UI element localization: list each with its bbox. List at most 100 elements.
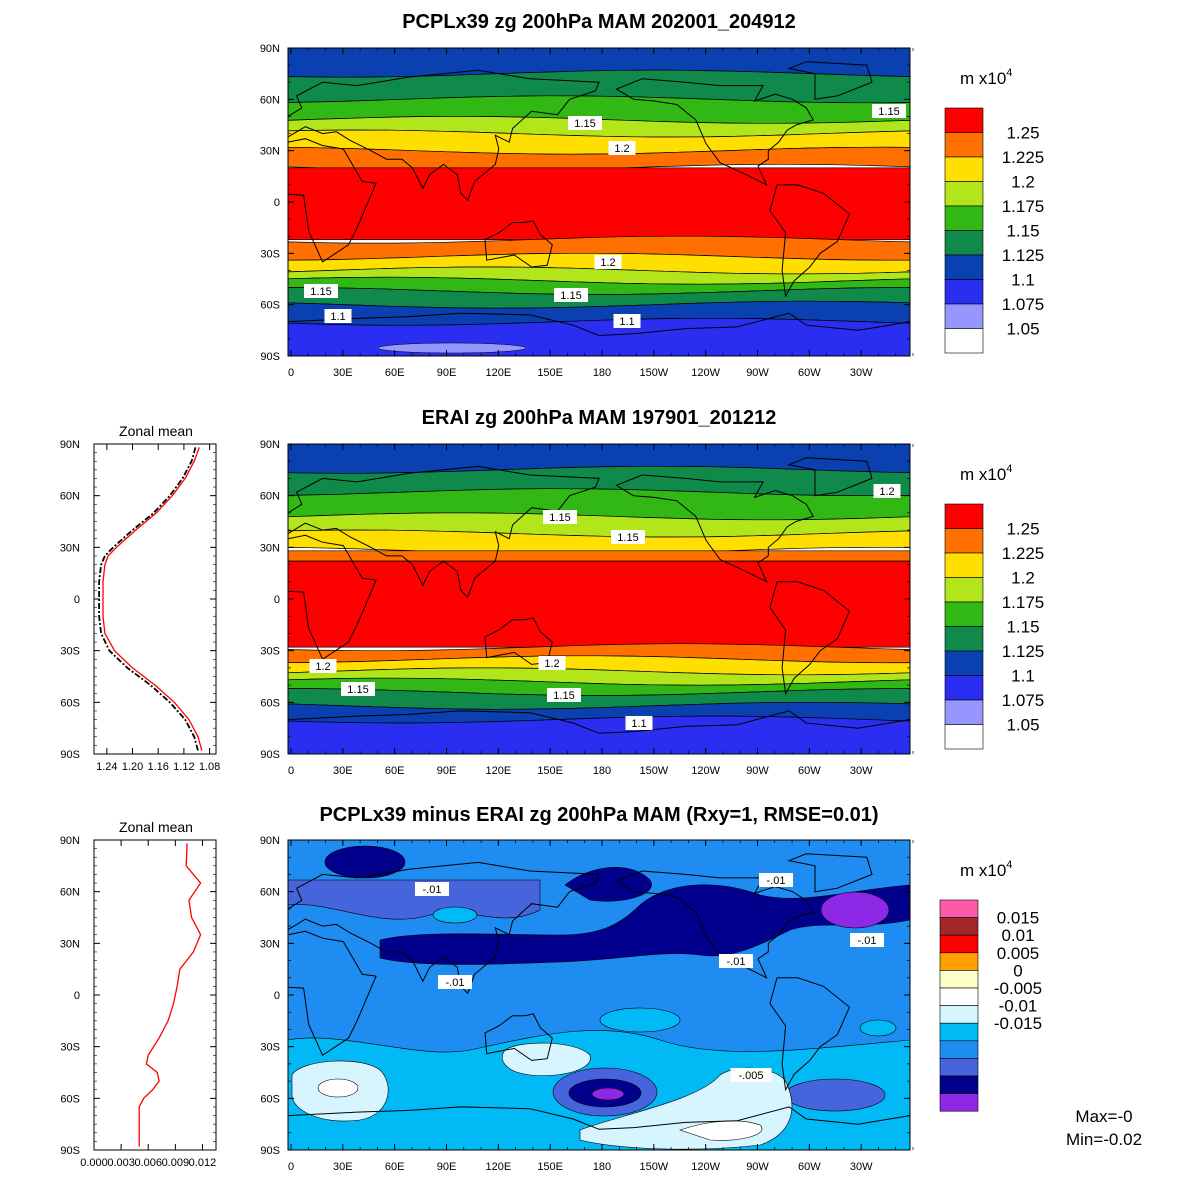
panel3-contour-labels: -.01 -.01 -.01 -.01 -.01 -.005 — [415, 873, 884, 1082]
zonal1-plot: 90N 60N 30N 0 30S 60S 90S 1.24 1.20 1.16 1.12 1.08 — [60, 439, 220, 773]
colorbar-label: 0 — [1013, 961, 1022, 980]
zonal-x-label: 0.000 — [80, 1157, 108, 1169]
coastline — [484, 617, 553, 665]
colorbar-label: 0.005 — [997, 944, 1040, 963]
lat-tick-label: 90N — [260, 835, 280, 847]
zonal2-title: Zonal mean — [119, 819, 193, 835]
panel3-jet-band — [379, 884, 910, 965]
colorbar-box — [944, 699, 984, 725]
lat-tick-label: 30N — [260, 542, 280, 554]
zonal-lat-label: 30S — [60, 646, 80, 658]
colorbar-box — [944, 156, 984, 182]
zonal-x-label: 1.20 — [122, 761, 143, 773]
zonal-x-label: 0.006 — [134, 1157, 162, 1169]
contour-label: -.01 — [858, 935, 877, 947]
lat-tick-label: 60N — [260, 491, 280, 503]
lat-tick-label: 90S — [260, 351, 280, 363]
colorbar-box — [944, 254, 984, 280]
contour-label: 1.15 — [347, 684, 368, 696]
panel2-axis-ticks: 90N 60N 30N 0 30S 60S 90S 0 30E 60E 90E 120E 150E 180… — [260, 439, 914, 777]
lon-tick-label: 0 — [288, 1161, 294, 1173]
colorbar-box — [944, 601, 984, 627]
lat-tick-label: 90S — [260, 749, 280, 761]
contour-label: 1.1 — [619, 316, 634, 328]
contour-label: 1.2 — [544, 658, 559, 670]
lon-tick-label: 30W — [850, 1161, 873, 1173]
zonal-lat-label: 60N — [60, 491, 80, 503]
contour-label: 1.2 — [600, 257, 615, 269]
contour-label-box — [309, 659, 337, 673]
panel3-so-low-inner — [591, 1087, 625, 1101]
colorbar-label: 1.05 — [1006, 716, 1039, 735]
colorbar-box — [944, 675, 984, 701]
colorbar-box — [939, 1040, 979, 1059]
panel3-atlantic-min — [820, 891, 890, 929]
panel3-sw-patch-inner — [317, 1078, 359, 1098]
colorbar-box — [944, 528, 984, 554]
zonal-x-label: 1.12 — [173, 761, 194, 773]
panel3-stat-min: Min=-0.02 — [1066, 1130, 1142, 1149]
colorbar-label: -0.005 — [994, 979, 1042, 998]
lon-tick-label: 90E — [437, 1161, 457, 1173]
contour-label: -.01 — [423, 884, 442, 896]
contour-label-box — [341, 682, 375, 696]
colorbar-label: 1.1 — [1011, 667, 1035, 686]
colorbar-label: 1.125 — [1002, 246, 1045, 265]
panel3-title: PCPLx39 minus ERAI zg 200hPa MAM (Rxy=1,… — [319, 804, 878, 826]
zonal-frame — [93, 443, 217, 755]
colorbar-box — [944, 205, 984, 231]
panel2-bands — [288, 444, 910, 754]
coastline — [787, 853, 873, 893]
colorbar-box — [939, 1075, 979, 1094]
contour-label-box — [611, 530, 645, 544]
colorbar-box — [944, 181, 984, 207]
contour-label: 1.1 — [330, 311, 345, 323]
lat-tick-label: 30N — [260, 146, 280, 158]
colorbar-label: -0.015 — [994, 1014, 1042, 1033]
lat-tick-label: 60S — [260, 1093, 280, 1105]
contour-label: 1.15 — [617, 532, 638, 544]
lon-tick-label: 90W — [746, 367, 769, 379]
lon-tick-label: 120E — [485, 1161, 511, 1173]
lon-tick-label: 60E — [385, 367, 405, 379]
coastline — [288, 312, 910, 337]
colorbar-box — [944, 230, 984, 256]
lon-tick-label: 30E — [333, 765, 353, 777]
panel1-low-pocket — [377, 342, 527, 354]
coastline — [769, 184, 851, 298]
panel3-eq-patch2 — [859, 1019, 897, 1037]
lon-tick-label: 120E — [485, 367, 511, 379]
contour-label: 1.15 — [310, 286, 331, 298]
colorbar-box — [944, 577, 984, 603]
zonal-series-line — [102, 447, 203, 751]
colorbar-box — [939, 1093, 979, 1112]
lon-tick-label: 180 — [593, 765, 611, 777]
lon-tick-label: 90E — [437, 367, 457, 379]
zonal-lat-label: 90S — [60, 1145, 80, 1157]
contour-label-box — [594, 255, 622, 269]
zonal-lat-label: 60S — [60, 1093, 80, 1105]
panel3-axis-ticks: 90N 60N 30N 0 30S 60S 90S 0 30E 60E 90E 120E 150E 180… — [260, 835, 914, 1173]
contour-label: -.01 — [446, 977, 465, 989]
colorbar-label: 1.25 — [1006, 124, 1039, 143]
lon-tick-label: 30W — [850, 367, 873, 379]
zonal1-title: Zonal mean — [119, 423, 193, 439]
colorbar-box — [939, 1022, 979, 1042]
coastline — [288, 930, 377, 1057]
coastline — [484, 1013, 553, 1061]
lon-tick-label: 120E — [485, 765, 511, 777]
colorbar-box — [939, 934, 979, 954]
colorbar-label: 1.1 — [1011, 271, 1035, 290]
lon-tick-label: 60E — [385, 765, 405, 777]
zonal-x-label: 0.003 — [107, 1157, 135, 1169]
colorbar-label: 0.015 — [997, 909, 1040, 928]
zonal-lat-label: 90S — [60, 749, 80, 761]
zonal-frame — [93, 839, 217, 1151]
lon-tick-label: 30W — [850, 765, 873, 777]
panel3-eq-patch — [599, 1007, 681, 1033]
coastline — [787, 457, 873, 497]
contour-band — [288, 560, 910, 648]
contour-label: -.005 — [738, 1070, 763, 1082]
